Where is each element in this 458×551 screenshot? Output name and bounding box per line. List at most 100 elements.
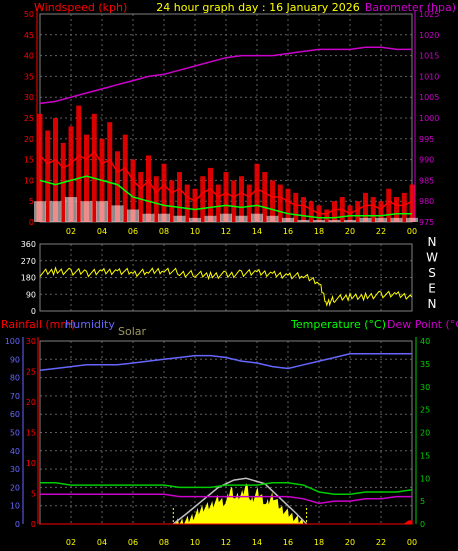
- wind-axis-title: Windspeed (kph): [34, 1, 127, 14]
- gust-bar: [409, 184, 415, 222]
- wind-low-bar: [390, 217, 403, 222]
- temp-tick-label: 25: [420, 406, 430, 415]
- wind-low-bar: [127, 209, 139, 222]
- rain-tick-label: 0: [31, 520, 36, 529]
- wind-low-bar: [359, 217, 372, 222]
- rain-tick-label: 25: [26, 368, 36, 377]
- wind-low-bar: [96, 201, 108, 222]
- baro-line: [39, 46, 412, 105]
- wind-low-bar: [375, 217, 387, 222]
- gust-bar: [246, 184, 252, 222]
- time-tick-label: 04: [97, 538, 107, 547]
- time-tick-label: 12: [221, 538, 231, 547]
- time-tick-label: 20: [345, 538, 355, 547]
- gust-bar: [130, 159, 136, 222]
- wind-low-bar: [158, 213, 170, 222]
- rain-tick-label: 15: [26, 429, 36, 438]
- wind-tick-label: 45: [24, 31, 34, 40]
- compass-label: S: [428, 266, 436, 280]
- gust-bar: [301, 197, 306, 222]
- temp-tick-label: 40: [420, 337, 430, 346]
- wind-tick-label: 30: [24, 93, 34, 102]
- gust-bar: [169, 180, 175, 222]
- baro-tick-label: 985: [419, 176, 434, 185]
- wind-low-bar: [80, 201, 93, 222]
- gust-bar: [122, 134, 128, 222]
- wind-tick-label: 5: [29, 197, 34, 206]
- dewpoint-line: [40, 493, 412, 505]
- baro-tick-label: 1005: [419, 93, 439, 102]
- baro-tick-label: 1025: [419, 10, 439, 19]
- gust-bar: [200, 176, 206, 222]
- gust-bar: [107, 122, 113, 222]
- time-tick-label: 18: [314, 538, 324, 547]
- time-tick-label: 12: [221, 227, 231, 236]
- solar-axis-title: Solar: [118, 325, 147, 338]
- wind-green-line: [39, 175, 412, 219]
- time-tick-label: 06: [128, 227, 138, 236]
- rain-tick-label: 5: [31, 490, 36, 499]
- compass-label: N: [428, 236, 437, 249]
- gust-bar: [285, 188, 291, 222]
- wind-low-bar: [220, 213, 232, 222]
- temp-tick-label: 20: [420, 429, 430, 438]
- direction-tick-label: 360: [21, 240, 36, 249]
- rain-axis-title: Rainfall (mm): [1, 318, 75, 331]
- time-tick-label: 10: [190, 227, 200, 236]
- time-tick-label: 18: [314, 227, 324, 236]
- temp-humidity-chart: Rainfall (mm) Humidity Solar Temperature…: [1, 318, 458, 547]
- wind-low-bar: [111, 205, 124, 222]
- baro-axis-title: Barometer (hpa): [365, 1, 456, 14]
- gust-bar: [231, 180, 237, 222]
- gust-bar: [401, 192, 407, 222]
- wind-low-bar: [173, 215, 186, 222]
- rain-area: [40, 520, 413, 525]
- baro-tick-label: 980: [419, 197, 434, 206]
- gust-bar: [37, 113, 43, 222]
- wind-baro-chart: Windspeed (kph) 24 hour graph day : 16 J…: [24, 1, 456, 236]
- time-tick-label: 00: [407, 538, 417, 547]
- temp-axis-title: Temperature (°C): [290, 318, 386, 331]
- wind-low-bar: [251, 213, 263, 222]
- wind-tick-label: 40: [24, 52, 34, 61]
- humidity-tick-label: 80: [10, 374, 20, 383]
- humidity-tick-label: 0: [15, 520, 20, 529]
- humidity-tick-label: 20: [10, 483, 20, 492]
- humidity-tick-label: 30: [10, 465, 20, 474]
- baro-tick-label: 1010: [419, 72, 439, 81]
- time-tick-label: 04: [97, 227, 107, 236]
- gust-bar: [115, 151, 120, 222]
- wind-low-bar: [189, 217, 201, 222]
- wind-low-bar: [266, 215, 279, 222]
- compass-label: N: [428, 297, 437, 311]
- humidity-line: [39, 353, 412, 372]
- temp-tick-label: 15: [420, 451, 430, 460]
- time-tick-label: 20: [345, 227, 355, 236]
- gust-bar: [394, 197, 399, 222]
- baro-tick-label: 1000: [419, 114, 439, 123]
- solar-max-line: [172, 477, 308, 525]
- time-tick-label: 22: [376, 538, 386, 547]
- wind-low-bar: [235, 215, 248, 222]
- solar-area: [173, 483, 307, 524]
- gust-bar: [184, 184, 190, 222]
- humidity-tick-label: 10: [10, 502, 20, 511]
- gust-bar: [308, 201, 314, 222]
- time-tick-label: 10: [190, 538, 200, 547]
- temp-tick-label: 5: [420, 497, 425, 506]
- wind-tick-label: 0: [29, 218, 34, 227]
- gust-bar: [293, 192, 299, 222]
- time-tick-label: 14: [252, 538, 262, 547]
- direction-tick-label: 90: [26, 290, 36, 299]
- wind-low-bar: [49, 201, 62, 222]
- wind-low-bar: [282, 217, 294, 222]
- gust-bar: [91, 113, 97, 222]
- time-tick-label: 16: [283, 538, 293, 547]
- humidity-tick-label: 50: [10, 429, 20, 438]
- gust-bar: [53, 118, 58, 222]
- wind-low-bar: [142, 213, 155, 222]
- plot-frame: [39, 243, 413, 312]
- baro-tick-label: 1015: [419, 52, 439, 61]
- wind-tick-label: 50: [24, 10, 34, 19]
